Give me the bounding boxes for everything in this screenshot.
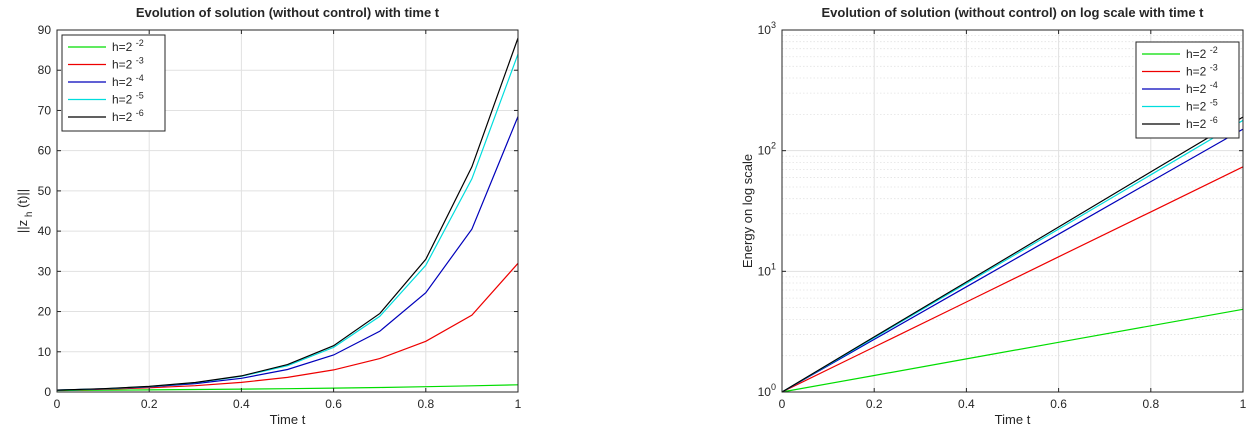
y-axis-label: Energy on log scale xyxy=(740,154,755,268)
x-tick-label: 0.8 xyxy=(417,397,434,411)
legend: h=2 -2 h=2 -3h=2 -4 h=2 -5h=2 -6 xyxy=(61,34,166,132)
y-tick-label: 90 xyxy=(38,23,52,37)
y-tick-label: 10 xyxy=(38,345,52,359)
y-tick-label: 103 xyxy=(758,20,776,37)
y-tick-label: 101 xyxy=(758,261,776,278)
y-tick-label: 100 xyxy=(758,382,776,399)
x-tick-label: 0.4 xyxy=(958,397,975,411)
x-tick-label: 1 xyxy=(515,397,522,411)
y-tick-label: 30 xyxy=(38,264,52,278)
y-tick-label: 40 xyxy=(38,224,52,238)
y-axis-label: ||z h (t)|| xyxy=(15,189,35,233)
series-line-2 xyxy=(56,262,519,391)
series-line-5 xyxy=(56,37,519,391)
axes-box xyxy=(56,29,519,393)
legend: h=2 -2 h=2 -3h=2 -4 h=2 -5h=2 -6 xyxy=(1135,41,1240,139)
y-tick-label: 50 xyxy=(38,184,52,198)
x-tick-label: 0.2 xyxy=(866,397,883,411)
x-tick-label: 0 xyxy=(54,397,61,411)
chart-title: Evolution of solution (without control) … xyxy=(136,5,440,20)
series-line-1 xyxy=(781,308,1244,393)
x-tick-label: 0 xyxy=(779,397,786,411)
y-tick-label: 80 xyxy=(38,63,52,77)
axes-box xyxy=(781,29,1244,393)
legend-label-5: h=2 -6 xyxy=(1186,115,1218,131)
series-line-3 xyxy=(781,128,1244,393)
chart-title: Evolution of solution (without control) … xyxy=(821,5,1204,20)
legend-label-2: h=2 -3 xyxy=(1186,63,1218,79)
y-tick-label: 20 xyxy=(38,305,52,319)
legend-label-4: h=2 -5 xyxy=(112,91,144,107)
legend-box xyxy=(61,34,166,132)
x-tick-label: 0.8 xyxy=(1142,397,1159,411)
chart-2: 0 0.2 0.4 0.6 0.8 1 100 101 102 103 Evolution of s… xyxy=(740,5,1247,427)
legend-label-1: h=2 -2 xyxy=(1186,45,1218,61)
legend-box xyxy=(1135,41,1240,139)
x-axis-label: Time t xyxy=(270,412,306,427)
legend-label-2: h=2 -3 xyxy=(112,56,144,72)
y-tick-label: 70 xyxy=(38,103,52,117)
y-tick-label: 60 xyxy=(38,144,52,158)
y-tick-label: 102 xyxy=(758,141,776,158)
x-axis-label: Time t xyxy=(995,412,1031,427)
legend-label-4: h=2 -5 xyxy=(1186,98,1218,114)
legend-label-3: h=2 -4 xyxy=(1186,80,1218,96)
series-line-1 xyxy=(56,384,519,392)
x-tick-label: 0.6 xyxy=(325,397,342,411)
series-line-5 xyxy=(781,116,1244,393)
x-tick-label: 0.2 xyxy=(141,397,158,411)
x-tick-label: 0.6 xyxy=(1050,397,1067,411)
x-tick-label: 0.4 xyxy=(233,397,250,411)
legend-label-3: h=2 -4 xyxy=(112,73,144,89)
legend-label-1: h=2 -2 xyxy=(112,38,144,54)
y-tick-label: 0 xyxy=(44,385,51,399)
legend-label-5: h=2 -6 xyxy=(112,108,144,124)
series-line-2 xyxy=(781,166,1244,393)
x-tick-label: 1 xyxy=(1240,397,1247,411)
chart-1: 0 0.2 0.4 0.6 0.8 10102030405060708090Evoluti… xyxy=(15,5,522,427)
